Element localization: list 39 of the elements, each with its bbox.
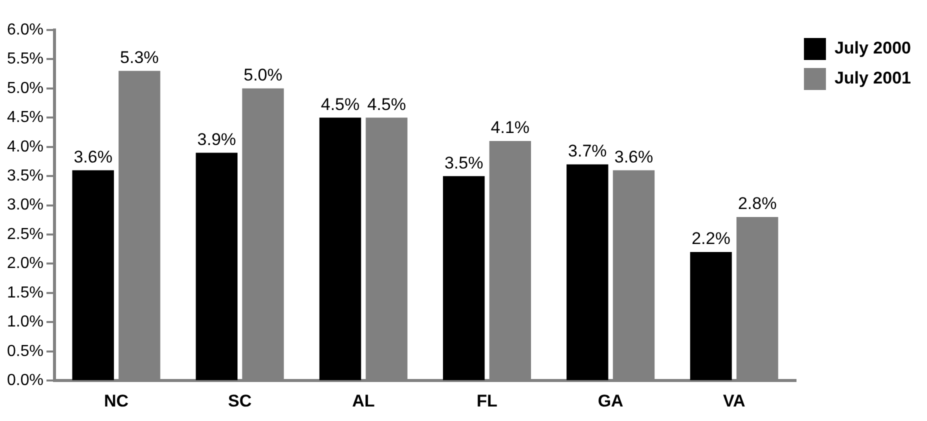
data-label: 3.6%	[74, 147, 112, 166]
y-tick-label: 2.5%	[7, 226, 44, 243]
y-tick-label: 4.5%	[7, 109, 44, 126]
y-tick-label: 1.0%	[7, 314, 44, 331]
y-tick-label: 2.0%	[7, 255, 44, 272]
data-label: 4.5%	[367, 94, 406, 114]
bar	[72, 170, 114, 380]
data-label: 4.1%	[490, 118, 530, 138]
x-tick-label: AL	[352, 391, 375, 410]
y-tick-label: 5.5%	[7, 50, 44, 68]
y-tick-label: 3.0%	[7, 196, 44, 214]
data-label: 2.2%	[692, 229, 730, 248]
data-label: 3.9%	[197, 130, 236, 149]
data-label: 5.0%	[244, 66, 282, 85]
y-tick-label: 3.5%	[7, 167, 44, 184]
bar	[319, 118, 362, 380]
y-tick-label: 4.0%	[7, 138, 44, 156]
x-tick-label: NC	[104, 391, 129, 410]
x-tick-label: VA	[722, 391, 746, 410]
bar	[196, 152, 238, 380]
data-label: 3.5%	[444, 153, 484, 172]
legend-label: July 2001	[834, 68, 912, 88]
data-label: 4.5%	[320, 94, 360, 114]
y-tick-label: 1.5%	[7, 284, 44, 302]
y-tick-label: 5.0%	[7, 80, 44, 97]
bar	[690, 252, 732, 380]
data-label: 3.6%	[614, 147, 654, 166]
y-tick-label: 0.0%	[7, 372, 44, 390]
x-tick-label: GA	[598, 391, 624, 410]
bar	[566, 164, 608, 380]
x-tick-label: FL	[476, 391, 498, 410]
data-label: 5.3%	[120, 48, 159, 68]
y-tick-label: 6.0%	[7, 21, 44, 38]
data-label: 3.7%	[568, 142, 607, 161]
bar	[442, 176, 485, 380]
y-tick-label: 0.5%	[7, 342, 44, 360]
legend-label: July 2000	[834, 38, 912, 58]
data-label: 2.8%	[738, 194, 777, 214]
x-tick-label: SC	[228, 391, 252, 410]
